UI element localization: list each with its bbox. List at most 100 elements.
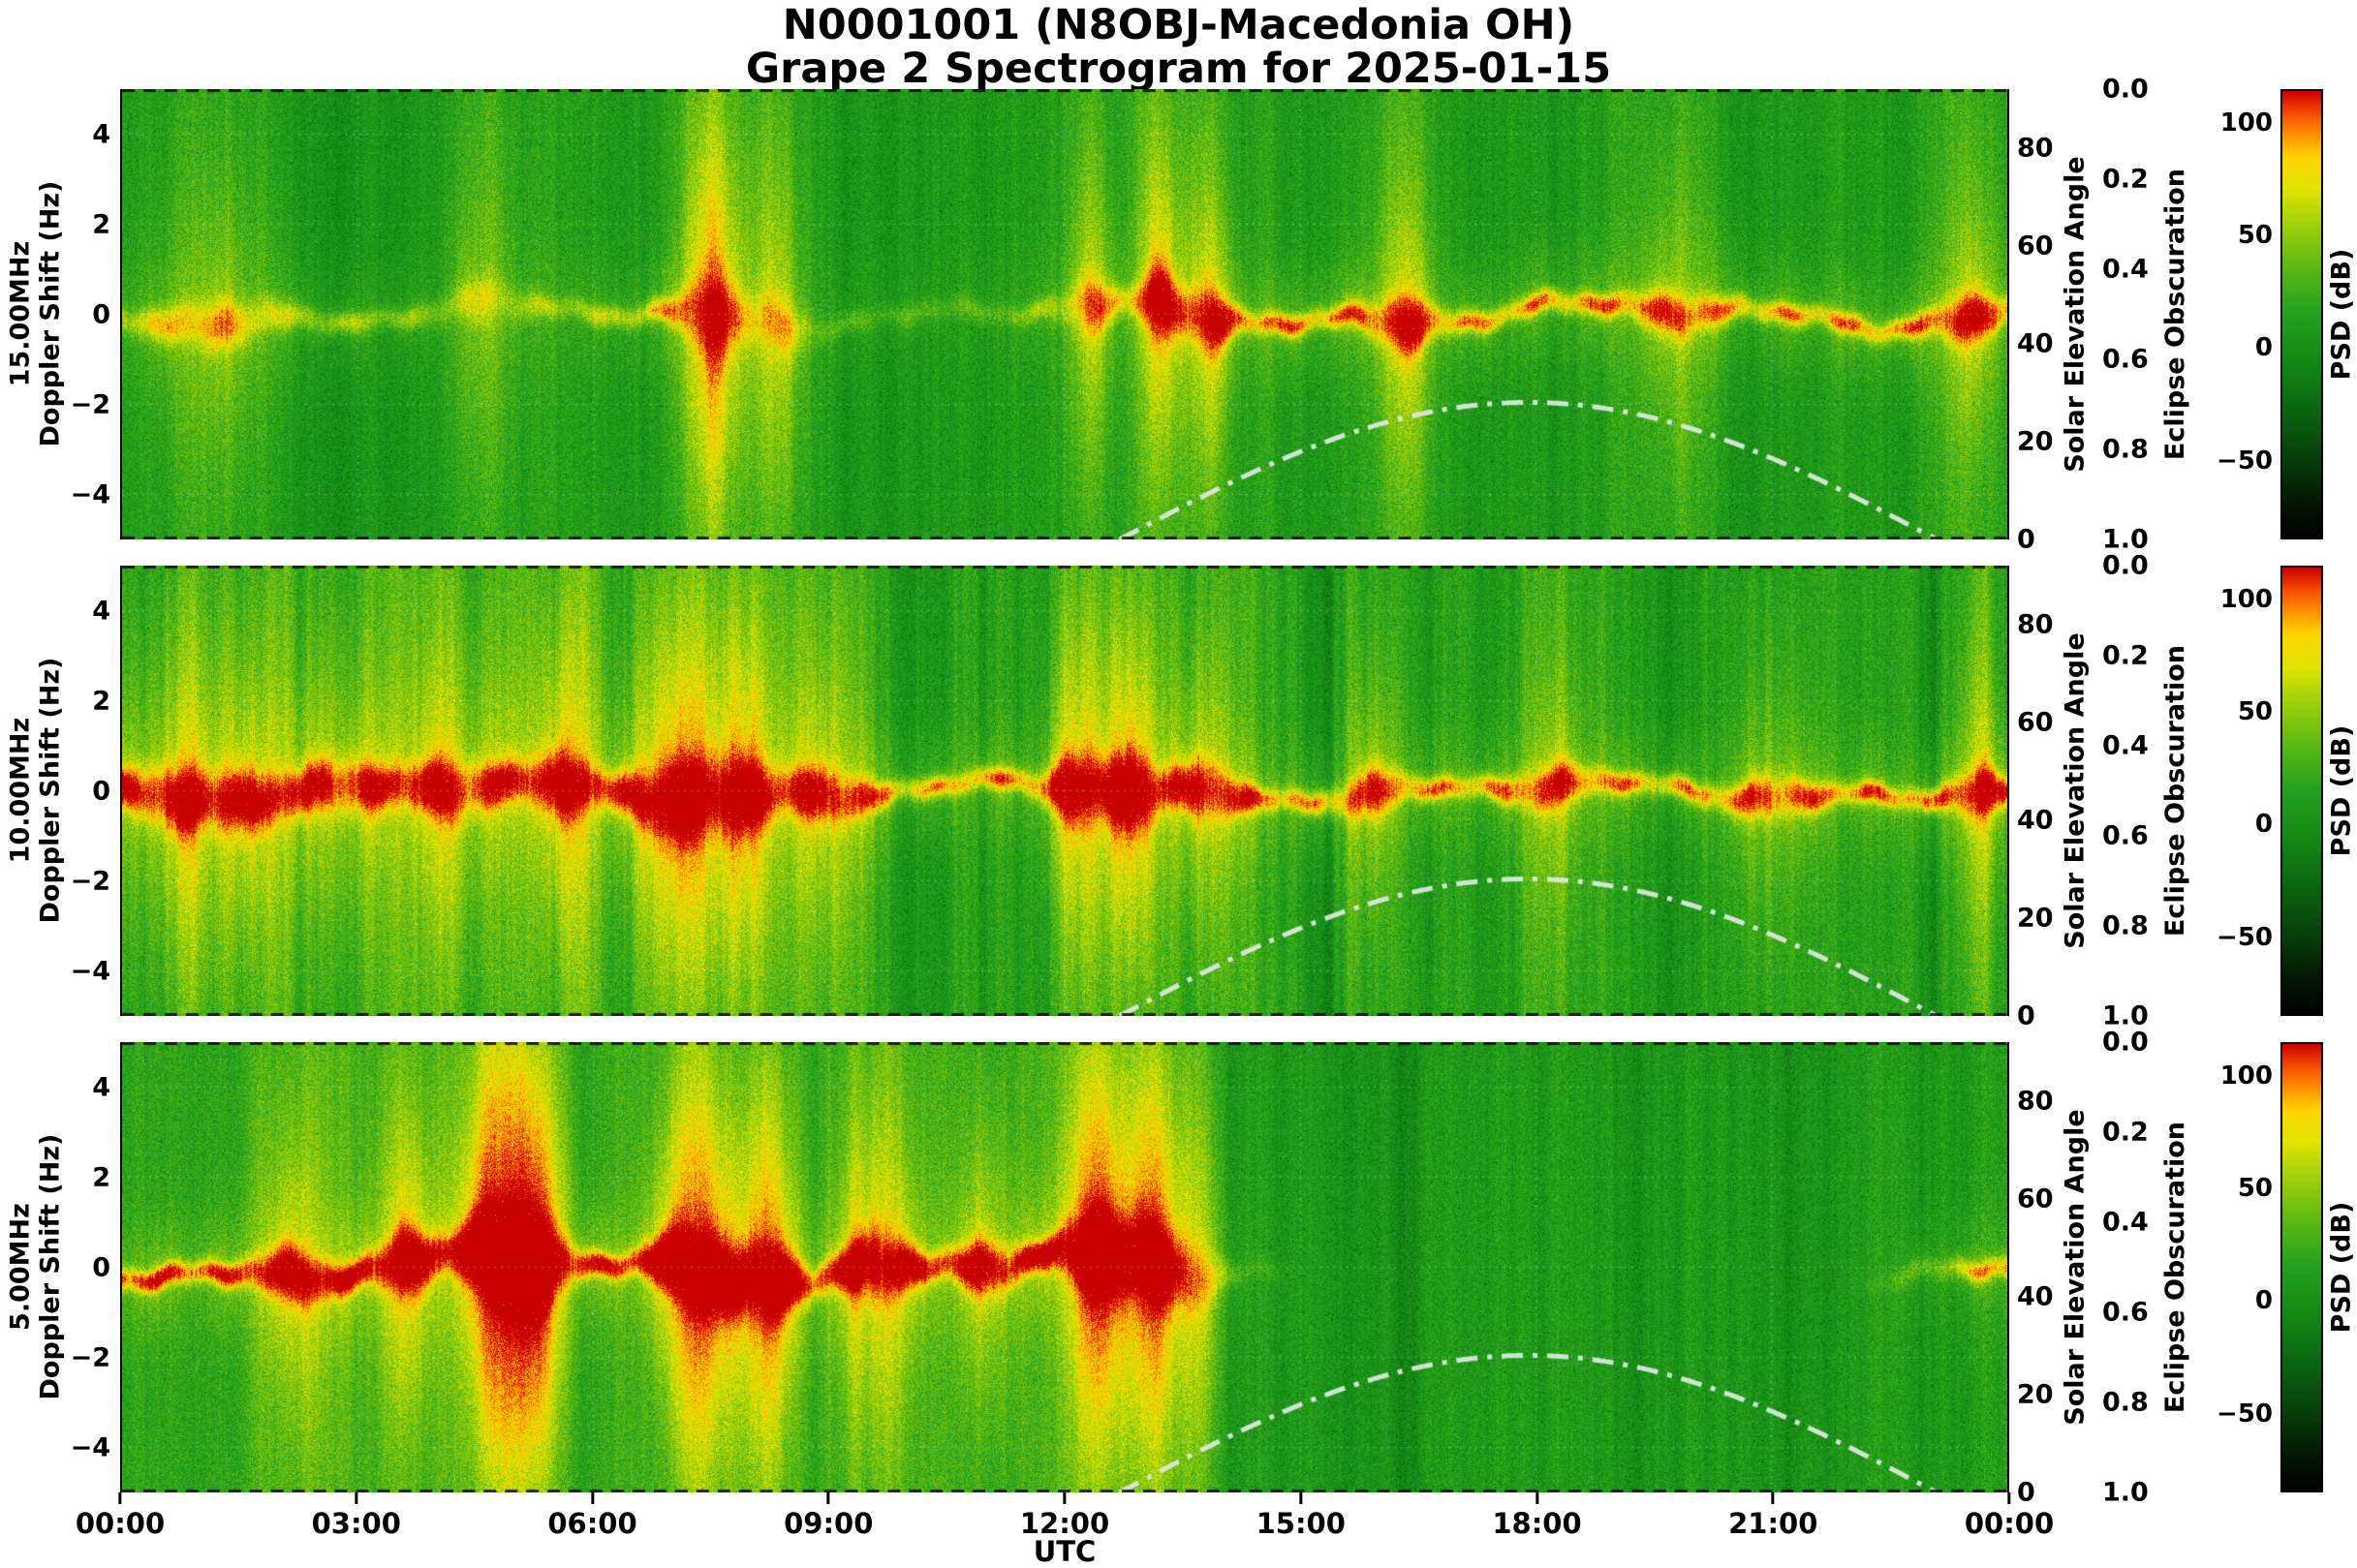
eclipse-obscuration-axis-label: Eclipse Obscuration [2160,168,2191,461]
solar-tick-label: 80 [2017,133,2054,164]
doppler-tick-labels: 4 2 0 −2 −4 [70,1042,120,1492]
solar-elevation-axis-label: Solar Elevation Angle [2060,1109,2091,1426]
solar-tick-label: 20 [2017,903,2054,934]
x-axis: 00:00 03:00 06:00 09:00 12:00 15:00 18:00 21:00… [0,1492,2357,1568]
utc-tick-label: 00:00 [1965,1492,2054,1540]
solar-elevation-axis-label: Solar Elevation Angle [2060,632,2091,949]
psd-colorbar-ticks: 100 50 0 −50 [2217,566,2279,1016]
eclipse-tick-label: 0.6 [2102,344,2149,375]
panels-container: 15.00MHz Doppler Shift (Hz) 4 2 0 −2 −4 80 60… [0,75,2357,1508]
solar-tick-label: 20 [2017,426,2054,457]
frequency-label: 10.00MHz [4,718,35,864]
psd-tick-label: −50 [2217,1399,2273,1429]
doppler-axis-label: 5.00MHz Doppler Shift (Hz) [0,1042,70,1492]
doppler-axis-label: 15.00MHz Doppler Shift (Hz) [0,89,70,539]
psd-colorbar-ticks: 100 50 0 −50 [2217,1042,2279,1492]
doppler-shift-label: Doppler Shift (Hz) [35,658,65,924]
frequency-label: 15.00MHz [4,241,35,387]
psd-axis-label: PSD (dB) [2325,248,2356,381]
solar-tick-label: 60 [2017,231,2054,261]
psd-colorbar-gradient [2280,89,2323,539]
psd-tick-label: 0 [2254,810,2273,840]
utc-tick-label: 21:00 [1728,1492,1817,1540]
frequency-label: 5.00MHz [4,1203,35,1332]
title-line-1: N0001001 (N8OBJ-Macedonia OH) [782,1,1575,49]
doppler-axis-label: 10.00MHz Doppler Shift (Hz) [0,566,70,1016]
psd-colorbar-ticks: 100 50 0 −50 [2217,89,2279,539]
panel-row-10mhz: 10.00MHz Doppler Shift (Hz) 4 2 0 −2 −4 80 60… [0,551,2357,1031]
psd-tick-label: −50 [2217,922,2273,952]
doppler-tick-label: 2 [92,209,110,239]
doppler-tick-label: 0 [92,776,110,806]
psd-colorbar [2279,1042,2325,1492]
eclipse-tick-label: 0.2 [2102,1117,2149,1148]
doppler-tick-label: −2 [70,866,110,896]
psd-tick-label: 0 [2254,1286,2273,1316]
solar-tick-label: 80 [2017,609,2054,640]
doppler-tick-label: 2 [92,686,110,716]
doppler-tick-label: 4 [92,596,110,626]
psd-colorbar [2279,89,2325,539]
spectrogram-plot [120,1042,2009,1492]
eclipse-obscuration-axis-label: Eclipse Obscuration [2160,644,2191,938]
solar-tick-label: 0 [2017,524,2035,555]
spectrogram-plot [120,566,2009,1016]
eclipse-tick-label: 0.4 [2102,254,2149,285]
solar-tick-label: 60 [2017,707,2054,738]
solar-elevation-ticks: 80 60 40 20 0 [2009,89,2056,554]
eclipse-tick-label: 1.0 [2102,1000,2149,1031]
eclipse-obscuration-ticks: 0.0 0.2 0.4 0.6 0.8 1.0 [2094,551,2156,1031]
psd-tick-label: −50 [2217,446,2273,476]
utc-tick-label: 03:00 [312,1492,401,1540]
eclipse-tick-label: 0.8 [2102,434,2149,465]
spectrogram-canvas-15mhz [122,89,2007,539]
x-axis-ticks: 00:00 03:00 06:00 09:00 12:00 15:00 18:00 21:00… [76,1492,2054,1540]
utc-tick-label: 12:00 [1020,1492,1109,1540]
psd-colorbar [2279,566,2325,1016]
doppler-tick-labels: 4 2 0 −2 −4 [70,566,120,1016]
solar-tick-label: 80 [2017,1086,2054,1117]
solar-elevation-ticks: 80 60 40 20 0 [2009,1042,2056,1507]
eclipse-tick-label: 1.0 [2102,1477,2149,1508]
spectrogram-canvas-10mhz [122,566,2007,1016]
utc-tick-label: 00:00 [76,1492,165,1540]
eclipse-tick-label: 0.8 [2102,1387,2149,1418]
psd-tick-label: 100 [2219,108,2273,138]
eclipse-tick-label: 0.0 [2102,550,2149,581]
psd-tick-label: 100 [2219,1061,2273,1091]
solar-tick-label: 0 [2017,1000,2035,1031]
doppler-tick-label: 4 [92,119,110,149]
eclipse-obscuration-ticks: 0.0 0.2 0.4 0.6 0.8 1.0 [2094,75,2156,555]
spectrogram-plot [120,89,2009,539]
doppler-tick-label: −2 [70,389,110,419]
doppler-tick-label: −4 [70,479,110,509]
eclipse-tick-label: 0.0 [2102,1027,2149,1058]
doppler-tick-label: 4 [92,1072,110,1102]
eclipse-tick-label: 0.6 [2102,820,2149,851]
solar-tick-label: 20 [2017,1379,2054,1410]
utc-tick-label: 06:00 [547,1492,636,1540]
doppler-tick-label: −4 [70,956,110,986]
solar-tick-label: 40 [2017,328,2054,359]
doppler-tick-label: 2 [92,1162,110,1192]
eclipse-tick-label: 0.2 [2102,164,2149,195]
eclipse-tick-label: 1.0 [2102,524,2149,555]
psd-tick-label: 100 [2219,584,2273,614]
eclipse-obscuration-ticks: 0.0 0.2 0.4 0.6 0.8 1.0 [2094,1028,2156,1508]
solar-elevation-ticks: 80 60 40 20 0 [2009,566,2056,1030]
psd-colorbar-gradient [2280,1042,2323,1492]
doppler-tick-label: 0 [92,1252,110,1282]
eclipse-tick-label: 0.4 [2102,730,2149,761]
eclipse-tick-label: 0.2 [2102,640,2149,671]
solar-tick-label: 40 [2017,1281,2054,1312]
x-axis-label: UTC [1033,1535,1097,1568]
psd-colorbar-gradient [2280,566,2323,1016]
doppler-shift-label: Doppler Shift (Hz) [35,181,65,447]
doppler-shift-label: Doppler Shift (Hz) [35,1134,65,1400]
doppler-tick-label: −2 [70,1342,110,1372]
solar-tick-label: 40 [2017,805,2054,836]
doppler-tick-label: −4 [70,1432,110,1462]
panel-row-5mhz: 5.00MHz Doppler Shift (Hz) 4 2 0 −2 −4 80 60 4… [0,1028,2357,1508]
utc-tick-label: 09:00 [784,1492,873,1540]
eclipse-tick-label: 0.4 [2102,1207,2149,1238]
